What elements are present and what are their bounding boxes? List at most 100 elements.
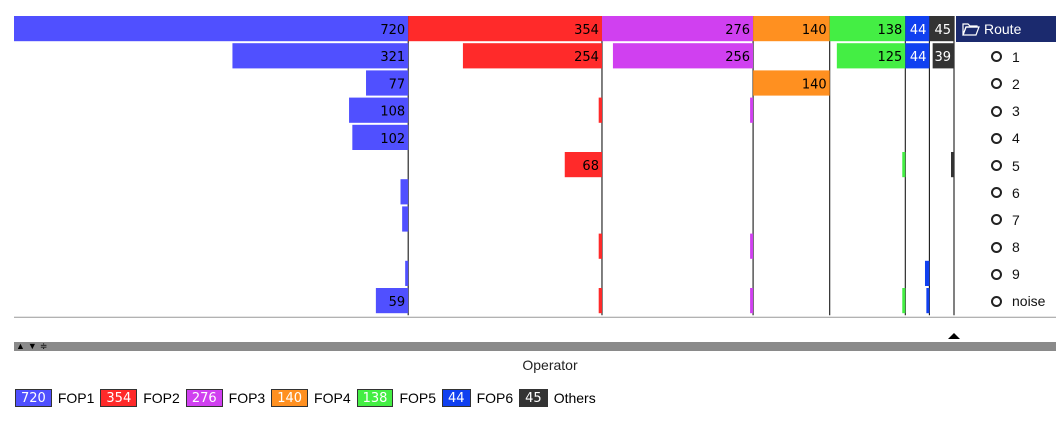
legend-item: 140 FOP4 [271, 389, 351, 407]
bar-fop3-8 [750, 233, 754, 259]
bar-label-fop1-2: 77 [389, 77, 406, 92]
horizontal-scrollbar[interactable] [14, 342, 1056, 351]
route-row[interactable]: 8 [956, 234, 1060, 261]
bar-fop3-3 [750, 97, 754, 123]
bar-label-fop2-1: 254 [574, 50, 599, 65]
route-node-icon [991, 295, 1002, 307]
legend-label: FOP5 [399, 390, 437, 406]
route-node-icon [991, 105, 1002, 117]
bar-fop2-3 [598, 97, 602, 123]
total-label-fop4: 140 [802, 23, 827, 38]
bar-fop1-4 [352, 124, 409, 150]
bar-fop1-noise [375, 288, 409, 314]
legend-label: FOP2 [143, 390, 180, 406]
bar-fop1-3 [349, 97, 409, 123]
legend-item: 720 FOP1 [15, 389, 94, 407]
total-bar-fop1 [14, 16, 409, 42]
total-bar-fop5 [829, 16, 906, 42]
legend-label: FOP3 [228, 390, 266, 406]
bar-fop2-5 [564, 152, 602, 178]
legend-item: 45 Others [519, 389, 596, 407]
x-axis-title: Operator [522, 357, 578, 373]
bar-label-fop1-4: 102 [380, 132, 405, 147]
bar-fop5-5 [902, 152, 906, 178]
bar-fop1-1 [232, 43, 409, 69]
scroll-up-icon[interactable]: ▲ [16, 341, 28, 351]
total-label-fop5: 138 [877, 23, 902, 38]
bar-fop3-noise [750, 288, 754, 314]
bar-label-fop1-1: 321 [380, 50, 405, 65]
route-label: 3 [1012, 103, 1020, 120]
route-header-label: Route [984, 21, 1022, 37]
total-bar-fop6 [905, 16, 930, 42]
operator-route-chart: 720 321 77 108 102 59 3 5 4 254 6 8 276 256 140 140 138 1… [14, 16, 1056, 318]
bar-fop6-1 [905, 43, 930, 69]
total-label-fop3: 276 [725, 23, 750, 38]
bar-fop6-9 [924, 260, 930, 286]
bar-fop2-noise [598, 288, 602, 314]
route-header[interactable]: Route [956, 16, 1056, 42]
legend-swatch: 276 [185, 389, 223, 407]
route-row[interactable]: 3 [956, 98, 1060, 125]
route-label: 4 [1012, 130, 1020, 147]
bar-others-1 [932, 43, 954, 69]
route-row[interactable]: noise [956, 288, 1060, 315]
legend-label: FOP4 [314, 390, 351, 406]
scroll-resize-icon[interactable]: ≑ [39, 341, 51, 351]
bar-fop1-9 [405, 260, 409, 286]
folder-icon [962, 23, 980, 36]
route-list: 1 2 3 4 5 6 7 8 9 noise [956, 16, 1060, 315]
bar-label-fop4-2: 140 [802, 77, 827, 92]
legend-item: 44 FOP6 [442, 389, 513, 407]
bar-label-fop5-1: 125 [877, 50, 902, 65]
bar-fop6-noise [926, 288, 930, 314]
route-label: 9 [1012, 266, 1020, 283]
route-node-icon [991, 187, 1002, 199]
scroll-arrows[interactable]: ▲▼≑ [16, 341, 50, 351]
bar-label-fop1-3: 108 [380, 105, 405, 120]
route-label: 6 [1012, 184, 1020, 201]
route-node-icon [991, 78, 1002, 90]
legend-item: 138 FOP5 [356, 389, 437, 407]
bar-fop1-2 [366, 70, 409, 96]
route-node-icon [991, 51, 1002, 63]
route-label: 1 [1012, 48, 1020, 65]
bar-label-fop1-noise: 59 [389, 295, 406, 310]
route-row[interactable]: 2 [956, 70, 1060, 97]
legend-label: FOP1 [57, 390, 95, 406]
bar-fop1-6 [400, 179, 409, 205]
route-label: noise [1012, 293, 1046, 310]
total-bar-others [929, 16, 954, 42]
route-label: 7 [1012, 211, 1020, 228]
route-row[interactable]: 7 [956, 206, 1060, 233]
legend-label: Others [553, 390, 596, 406]
bar-fop3-1 [612, 43, 754, 69]
total-label-fop6: 44 [910, 23, 927, 38]
collapse-arrow-icon[interactable] [948, 333, 960, 339]
legend-swatch: 44 [442, 389, 471, 407]
bar-label-fop6-1: 44 [910, 50, 927, 65]
legend-swatch: 140 [271, 389, 309, 407]
route-row[interactable]: 4 [956, 125, 1060, 152]
route-row[interactable]: 9 [956, 261, 1060, 288]
route-row[interactable]: 1 [956, 43, 1060, 70]
legend-item: 354 FOP2 [100, 389, 180, 407]
route-label: 2 [1012, 75, 1020, 92]
bar-fop4-2 [753, 70, 830, 96]
bar-fop5-noise [902, 288, 906, 314]
route-header-spacer [956, 16, 1060, 43]
legend-item: 276 FOP3 [185, 389, 266, 407]
route-label: 5 [1012, 157, 1020, 174]
route-node-icon [991, 268, 1002, 280]
route-label: 8 [1012, 239, 1020, 256]
legend-swatch: 354 [100, 389, 138, 407]
route-row[interactable]: 6 [956, 179, 1060, 206]
bar-label-fop3-1: 256 [725, 50, 750, 65]
bar-others-5 [951, 152, 954, 178]
route-row[interactable]: 5 [956, 152, 1060, 179]
chart-svg: 720 321 77 108 102 59 3 5 4 254 6 8 276 256 140 140 138 1… [14, 16, 1056, 318]
legend-swatch: 720 [15, 389, 52, 407]
bar-fop5-1 [836, 43, 906, 69]
total-label-fop1: 720 [380, 23, 405, 38]
scroll-down-icon[interactable]: ▼ [27, 341, 40, 351]
